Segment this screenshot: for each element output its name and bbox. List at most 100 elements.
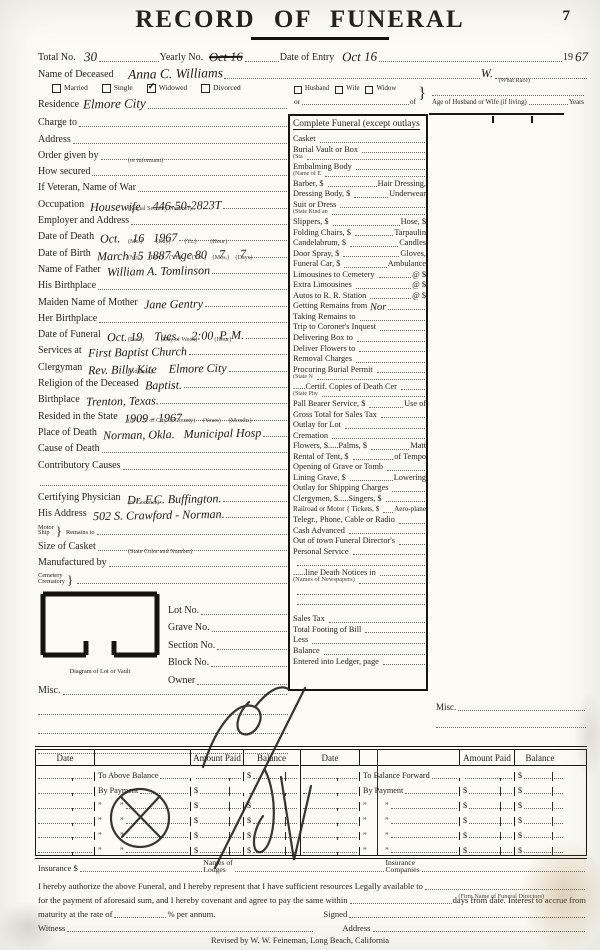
charge-item-row: Autos to R. R. Station @ $: [293, 290, 426, 301]
field-label: Cause of Death: [38, 443, 100, 455]
charge-item-label: (State N: [293, 374, 313, 381]
checkbox-husband: [294, 86, 302, 94]
dotted-line: [183, 387, 287, 389]
dotted-line: [316, 374, 425, 380]
dollar-sign: $: [194, 801, 199, 811]
dotted-line: [303, 807, 357, 809]
balance-cell: $: [514, 787, 565, 796]
charge-item-right-label: Hose, $: [400, 217, 426, 227]
field-label: Lot No.: [168, 604, 200, 616]
charge-item-label: Rental of Tent, $: [293, 451, 349, 461]
desc-header: [94, 750, 190, 765]
charge-item-label: Procuring Burial Permit: [293, 364, 373, 374]
date-cell: [36, 807, 94, 811]
dotted-line: [200, 852, 241, 854]
date-cell: [301, 822, 359, 826]
dotted-line: [370, 298, 412, 300]
balance-header: Balance: [243, 750, 299, 765]
dotted-line: [431, 777, 457, 779]
desc-cell: ” ”: [94, 815, 190, 826]
charge-item-label: ......Certif. Copies of Death Cer: [293, 381, 397, 391]
dotted-line: [528, 104, 568, 105]
field-label: If Veteran, Name of War: [38, 182, 136, 194]
dotted-line: [348, 533, 425, 535]
total-no-value: 30: [83, 48, 97, 65]
dotted-line: [405, 792, 457, 794]
row-label: ” ”: [98, 815, 124, 825]
dotted-line: [244, 61, 279, 62]
dotted-line: [72, 142, 287, 144]
form-field-row: His Address 502 S. Crawford - Norman.: [38, 503, 288, 524]
dollar-sign: $: [463, 786, 468, 796]
name-label: Name of Deceased: [38, 69, 114, 80]
charge-item-row: Entered into Ledger, page: [293, 656, 426, 667]
charge-item-label: Out of town Funeral Director's: [293, 536, 395, 546]
or-label: or: [294, 97, 301, 106]
charge-item-row: Out of town Funeral Director's: [293, 535, 426, 546]
form-field-row: Employer and Address: [38, 210, 288, 226]
dotted-line: [343, 256, 400, 258]
row-label: By Payment: [98, 786, 139, 796]
field-caption: (Date) (Day of Week) (Hour): [128, 335, 232, 343]
form-field-row: Section No.: [168, 633, 288, 651]
form-field-row: Services at First Baptist Church: [38, 340, 288, 360]
field-label: Manufactured by: [38, 557, 107, 569]
dotted-line: [223, 207, 287, 209]
insurance-companies-label: Insurance Companies: [385, 859, 419, 874]
charge-item-row: Slippers, $ Hose, $: [293, 216, 426, 227]
charge-item-row: Casket: [293, 133, 426, 144]
dotted-line: [379, 61, 562, 62]
charge-item-right-label: Candles: [399, 238, 426, 248]
itemized-charges-box: Complete Funeral (except outlays Casket …: [288, 114, 428, 691]
dotted-line: [234, 871, 385, 873]
charge-item-label: (Names of Newspapers): [293, 576, 355, 584]
form-field-row: Her Birthplace: [38, 308, 288, 324]
dotted-line: [524, 792, 563, 794]
dollar-sign: $: [518, 845, 523, 855]
field-label: Religion of the Deceased: [38, 378, 139, 390]
form-field-row: Contributory Causes: [38, 454, 288, 470]
dotted-line: [349, 903, 452, 905]
address-label: Address: [342, 923, 371, 933]
insurance-row: Insurance $ Names of Lodges Insurance Co…: [38, 859, 586, 874]
field-label: His Birthplace: [38, 280, 97, 292]
dotted-line: [465, 777, 512, 779]
field-caption: (or Coroner): [128, 498, 160, 506]
charge-item-right-label: @ $: [412, 269, 426, 279]
dotted-line: [319, 141, 425, 143]
charge-item-row: Dressing Body, $ Underwear: [293, 188, 426, 199]
amount-paid-header: Amount Paid: [190, 750, 243, 765]
charge-item-label: Limousines to Cemetery: [293, 269, 375, 279]
charge-item-label: Gross Total for Sales Tax: [293, 409, 377, 419]
table-header: Date Amount Paid Balance: [36, 750, 299, 766]
charge-item-row: Gross Total for Sales Tax: [293, 409, 426, 420]
dotted-line: [390, 822, 457, 824]
date-of-entry-label: Date of Entry: [279, 52, 335, 63]
field-label: Her Birthplace: [38, 312, 98, 324]
charge-item-row: (Sta: [293, 154, 426, 161]
page-number: 7: [562, 8, 571, 24]
date-cell: [301, 837, 359, 841]
balance-cell: $: [243, 801, 299, 811]
dotted-line: [217, 648, 287, 650]
dollar-sign: $: [194, 815, 199, 825]
charge-item-row: Deliver Flowers to: [293, 343, 426, 354]
charge-item-label: Door Spray, $: [293, 248, 340, 258]
charge-item-row: Funeral Car, $ Ambulance: [293, 258, 426, 269]
charge-item-row: Outlay for Lot: [293, 419, 426, 430]
amount-cell: $: [190, 815, 243, 826]
dotted-line: [297, 564, 425, 566]
field-caption: (or U.S. or City or County) (Years) (Mon…: [128, 417, 252, 425]
table-row: To Above Balance $: [36, 766, 299, 781]
husband-label: Husband: [305, 85, 330, 92]
charge-item-right-label: Aero-plane: [394, 505, 426, 514]
charge-item-label: Lining Grave, $: [293, 472, 346, 482]
charge-item-label: (State Kind an: [293, 209, 328, 216]
brace-glyph: }: [418, 85, 426, 102]
dotted-line: [383, 512, 394, 514]
lot-diagram: Diagram of Lot or Vault: [40, 591, 160, 675]
dotted-line: [78, 126, 287, 128]
dotted-line: [370, 448, 410, 450]
row-label: ” ”: [363, 815, 389, 825]
amount-cell: $: [190, 831, 243, 841]
